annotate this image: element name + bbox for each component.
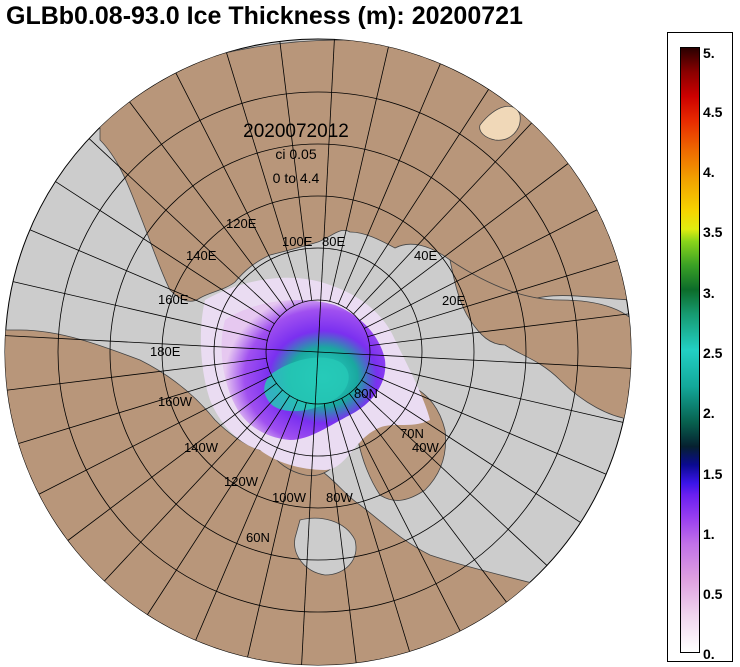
grid-label: 40E bbox=[414, 248, 437, 263]
grid-label: 20E bbox=[442, 293, 465, 308]
meridian-line bbox=[361, 379, 581, 523]
colorbar-frame bbox=[667, 32, 733, 662]
meridian-line bbox=[12, 281, 268, 341]
colorbar bbox=[680, 47, 700, 653]
meridian-line bbox=[367, 260, 618, 338]
meridian-line bbox=[129, 101, 288, 311]
meridian-line bbox=[353, 122, 532, 315]
colorbar-tick: 3.5 bbox=[703, 224, 723, 240]
grid-label: 80N bbox=[354, 386, 378, 401]
meridian-lines bbox=[5, 39, 631, 665]
colorbar-tick: 0. bbox=[703, 646, 715, 662]
grid-label: 40W bbox=[412, 440, 439, 455]
grid-labels: 120E 100E 80E 140E 40E 160E 20E 180E 80N… bbox=[150, 216, 465, 545]
colorbar-tick: 4.5 bbox=[703, 104, 723, 120]
sea-ice-layer bbox=[200, 277, 430, 470]
meridian-line bbox=[348, 393, 507, 603]
meridian-line bbox=[332, 401, 410, 652]
colorbar-tick: 1. bbox=[703, 526, 715, 542]
colorbar-tick: 3. bbox=[703, 285, 715, 301]
meridian-line bbox=[345, 89, 489, 309]
meridian-line bbox=[195, 399, 299, 641]
hudson-bay bbox=[294, 517, 357, 576]
meridian-line bbox=[341, 398, 461, 632]
meridian-line bbox=[365, 371, 607, 475]
meridian-line bbox=[38, 375, 272, 495]
grid-label: 80E bbox=[322, 234, 345, 249]
annotation-datetime: 2020072012 bbox=[243, 121, 349, 142]
meridian-line bbox=[279, 41, 313, 301]
polar-map: 2020072012 ci 0.05 0 to 4.4 120E 100E 80… bbox=[4, 38, 632, 666]
meridian-line bbox=[88, 138, 281, 317]
meridian-line bbox=[323, 403, 357, 663]
colorbar-tick: 2. bbox=[703, 405, 715, 421]
colorbar-tick: 2.5 bbox=[703, 345, 723, 361]
meridian-line bbox=[368, 363, 624, 423]
meridian-line bbox=[337, 63, 441, 305]
meridian-line bbox=[247, 402, 307, 658]
colorbar-tick: 4. bbox=[703, 164, 715, 180]
grid-label: 140W bbox=[184, 440, 219, 455]
meridian-line bbox=[329, 46, 389, 302]
annotation-range: 0 to 4.4 bbox=[273, 170, 320, 186]
grid-label: 60N bbox=[246, 530, 270, 545]
grid-label: 100W bbox=[272, 490, 307, 505]
grid-label: 120W bbox=[224, 474, 259, 489]
meridian-line bbox=[67, 382, 277, 541]
land-island-ne bbox=[479, 105, 521, 141]
map-title: GLBb0.08-93.0 Ice Thickness (m): 2020072… bbox=[6, 2, 523, 30]
meridian-line bbox=[355, 387, 548, 566]
meridian-line bbox=[104, 389, 283, 582]
meridian-line bbox=[147, 395, 291, 615]
meridian-line bbox=[317, 351, 631, 369]
grid-label: 80W bbox=[326, 490, 353, 505]
meridian-line bbox=[364, 209, 598, 329]
meridian-line bbox=[5, 335, 319, 353]
meridian-line bbox=[18, 366, 269, 444]
meridian-line bbox=[29, 229, 271, 333]
land-europe bbox=[449, 259, 631, 421]
meridian-line bbox=[226, 52, 304, 303]
sea-ice-thick-core bbox=[264, 357, 349, 412]
grid-label: 100E bbox=[282, 234, 313, 249]
meridian-line bbox=[301, 351, 319, 665]
meridian-line bbox=[175, 72, 295, 306]
meridian-line bbox=[369, 313, 629, 347]
grid-label: 70N bbox=[400, 426, 424, 441]
latitude-circles bbox=[57, 91, 579, 613]
colorbar-tick: 5. bbox=[703, 45, 715, 61]
meridian-line bbox=[359, 163, 569, 322]
grid-label: 160E bbox=[158, 292, 189, 307]
grid-label: 140E bbox=[186, 248, 217, 263]
colorbar-tick: 0.5 bbox=[703, 586, 723, 602]
grid-label: 120E bbox=[226, 216, 257, 231]
grid-label: 180E bbox=[150, 344, 181, 359]
meridian-line bbox=[7, 357, 267, 391]
colorbar-tick: 1.5 bbox=[703, 466, 723, 482]
grid-label: 160W bbox=[158, 394, 193, 409]
meridian-line bbox=[317, 39, 335, 353]
annotation-ci: ci 0.05 bbox=[275, 146, 316, 162]
meridian-line bbox=[55, 181, 275, 325]
